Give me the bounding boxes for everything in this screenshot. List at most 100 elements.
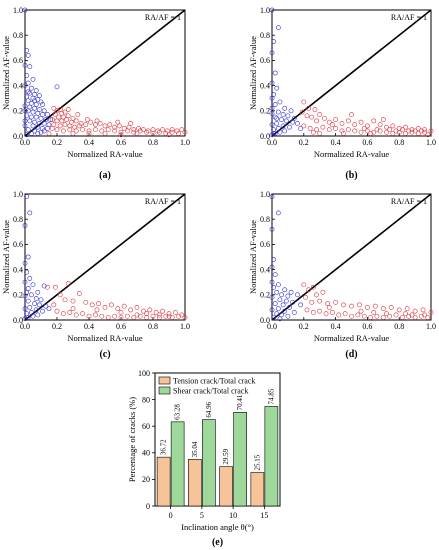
blue-data-point — [24, 113, 29, 119]
red-data-point — [86, 128, 92, 134]
y-axis-label: Normalized AF-value — [248, 220, 258, 294]
red-data-point — [144, 129, 149, 135]
x-tick-label: 0.6 — [116, 138, 126, 147]
blue-data-point — [27, 304, 33, 310]
blue-data-point — [41, 121, 47, 126]
red-data-point — [396, 126, 402, 131]
y-tick-label: 1.0 — [260, 190, 270, 199]
blue-data-point — [269, 80, 275, 86]
blue-data-point — [38, 99, 44, 105]
red-data-point — [59, 118, 65, 124]
red-data-point — [93, 312, 98, 318]
y-tick-label: 0.2 — [260, 107, 270, 116]
bar-panel: 0 20 40 60 80 100 0 36.72 63.28 5 35.04 64.96 10 29.5… — [127, 369, 281, 548]
blue-data-point — [41, 283, 47, 289]
blue-data-point — [277, 316, 283, 322]
red-data-point — [403, 131, 408, 136]
blue-data-point — [290, 299, 296, 305]
blue-data-point — [35, 97, 41, 102]
x-tick-label: 0.8 — [394, 322, 404, 331]
x-tick-label: 0.6 — [116, 322, 126, 331]
red-data-point — [78, 121, 84, 126]
blue-data-point — [295, 121, 300, 126]
blue-data-point — [271, 315, 276, 320]
x-tick-label: 1.0 — [180, 322, 190, 331]
red-data-point — [134, 312, 140, 318]
blue-data-point — [22, 123, 28, 129]
blue-data-point — [298, 302, 304, 308]
red-data-point — [339, 128, 345, 134]
red-data-point — [118, 132, 124, 138]
x-tick-label: 10 — [229, 511, 237, 520]
blue-data-point — [43, 303, 49, 309]
plot-frame — [154, 372, 281, 507]
red-data-point — [57, 292, 63, 298]
x-tick-label: 0 — [169, 511, 173, 520]
y-tick-label: 0.2 — [13, 291, 23, 300]
red-data-point — [309, 114, 315, 120]
scatter-panel-0: 0.0 0.2 0.4 0.6 0.8 1.0 0.0 0.2 0.4 0.6 0.8 1.0 RA/A… — [1, 6, 190, 181]
scatter-panel-3: 0.0 0.2 0.4 0.6 0.8 1.0 0.0 0.2 0.4 0.6 0.8 1.0 RA/A… — [248, 190, 436, 360]
red-data-point — [306, 105, 311, 111]
blue-data-point — [37, 302, 42, 308]
red-data-point — [107, 122, 113, 128]
red-data-point — [62, 109, 68, 115]
blue-data-point — [279, 292, 284, 298]
red-data-point — [317, 131, 323, 136]
y-tick-label: 80 — [142, 395, 150, 404]
red-data-point — [412, 128, 418, 134]
red-data-point — [374, 127, 380, 133]
blue-data-point — [25, 108, 31, 114]
legend-entry: Shear crack/Total crack — [173, 387, 248, 396]
red-data-point — [166, 311, 172, 317]
reference-line-ra-af-1 — [271, 193, 432, 321]
blue-data-point — [271, 131, 276, 136]
red-data-point — [54, 127, 60, 133]
y-axis-label: Percentage of cracks (%) — [127, 397, 137, 482]
blue-data-point — [27, 210, 33, 216]
red-data-point — [166, 132, 172, 138]
blue-data-point — [285, 293, 291, 299]
red-data-point — [53, 284, 58, 290]
red-data-point — [412, 308, 418, 314]
blue-data-point — [30, 109, 36, 115]
red-data-point — [77, 123, 82, 129]
x-tick-label: 1.0 — [180, 138, 190, 147]
blue-data-point — [32, 301, 37, 307]
blue-data-point — [27, 90, 33, 96]
x-tick-label: 0.2 — [299, 138, 309, 147]
annotation-ra-af: RA/AF = 1 — [391, 13, 427, 22]
red-data-point — [339, 121, 345, 126]
red-data-point — [125, 313, 130, 319]
y-tick-label: 0.6 — [13, 56, 23, 65]
red-data-point — [102, 304, 108, 310]
annotation-ra-af: RA/AF = 1 — [145, 13, 181, 22]
red-data-point — [51, 105, 57, 111]
red-data-point — [399, 127, 405, 133]
blue-data-point — [277, 99, 283, 105]
blue-data-point — [24, 47, 29, 53]
blue-data-point — [24, 194, 29, 199]
red-data-point — [403, 124, 408, 130]
red-data-point — [428, 128, 434, 134]
red-data-point — [169, 127, 175, 133]
blue-data-point — [25, 127, 31, 133]
legend-swatch — [158, 386, 171, 395]
y-tick-label: 0.4 — [13, 265, 23, 274]
x-tick-label: 0.4 — [84, 138, 94, 147]
blue-data-point — [269, 105, 275, 111]
blue-data-point — [35, 131, 41, 136]
blue-data-point — [35, 312, 41, 318]
blue-data-point — [32, 98, 37, 104]
red-data-point — [330, 310, 335, 315]
red-data-point — [86, 131, 92, 136]
reference-line-ra-af-1 — [271, 9, 432, 137]
red-data-point — [403, 311, 408, 317]
x-axis-label: Normalized RA-value — [67, 333, 143, 343]
annotation-ra-af: RA/AF = 1 — [145, 197, 181, 206]
red-data-point — [140, 127, 146, 133]
red-data-point — [176, 313, 181, 319]
shear-bar — [233, 412, 247, 507]
blue-data-point — [24, 269, 29, 275]
red-data-point — [310, 129, 316, 135]
